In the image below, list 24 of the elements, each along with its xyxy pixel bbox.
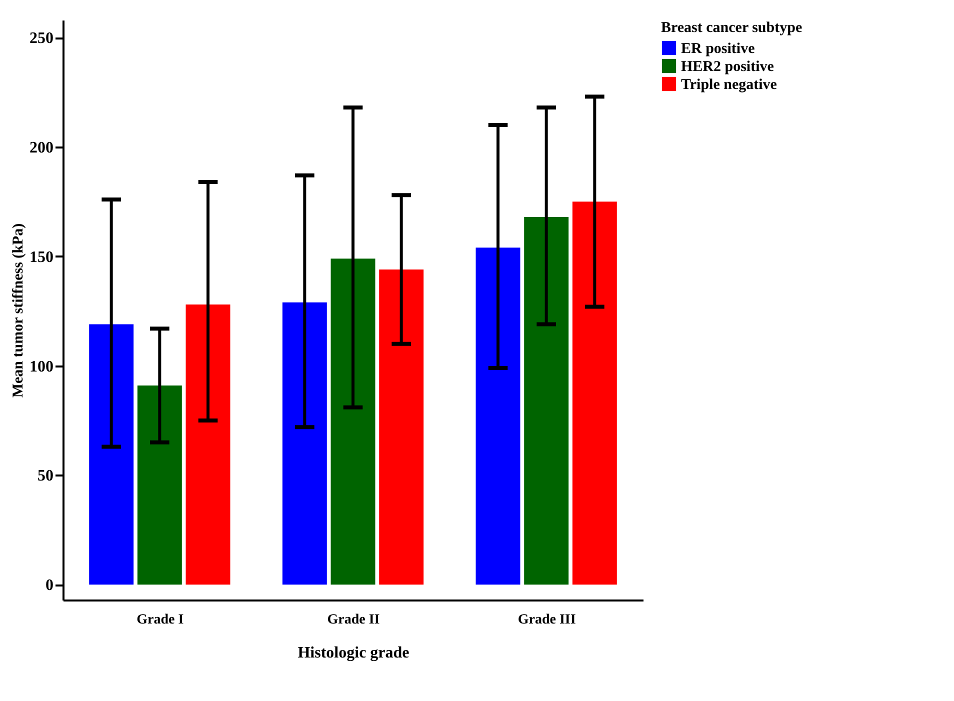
y-tick-label: 100 xyxy=(30,358,54,376)
y-axis-title: Mean tumor stiffness (kPa) xyxy=(10,223,26,398)
y-tick-label: 0 xyxy=(46,577,54,594)
legend-label: ER positive xyxy=(681,41,756,57)
bar xyxy=(572,202,617,585)
x-tick-label: Grade I xyxy=(136,612,184,628)
x-tick-label: Grade III xyxy=(518,612,576,628)
bar xyxy=(524,216,569,585)
bar xyxy=(379,270,424,585)
bar xyxy=(476,248,520,585)
legend-label: HER2 positive xyxy=(681,59,774,75)
bar xyxy=(137,386,182,585)
x-axis-title: Histologic grade xyxy=(298,644,410,662)
y-tick-label: 50 xyxy=(38,468,54,485)
y-tick-label: 250 xyxy=(30,30,54,48)
x-tick-label: Grade II xyxy=(327,612,380,628)
legend-title: Breast cancer subtype xyxy=(661,20,802,36)
bar xyxy=(89,324,134,585)
bar xyxy=(282,302,327,585)
legend-label: Triple negative xyxy=(681,77,778,93)
bar xyxy=(330,258,376,585)
y-tick-label: 200 xyxy=(30,139,54,156)
y-tick-label: 150 xyxy=(30,248,54,266)
bar xyxy=(186,304,230,585)
